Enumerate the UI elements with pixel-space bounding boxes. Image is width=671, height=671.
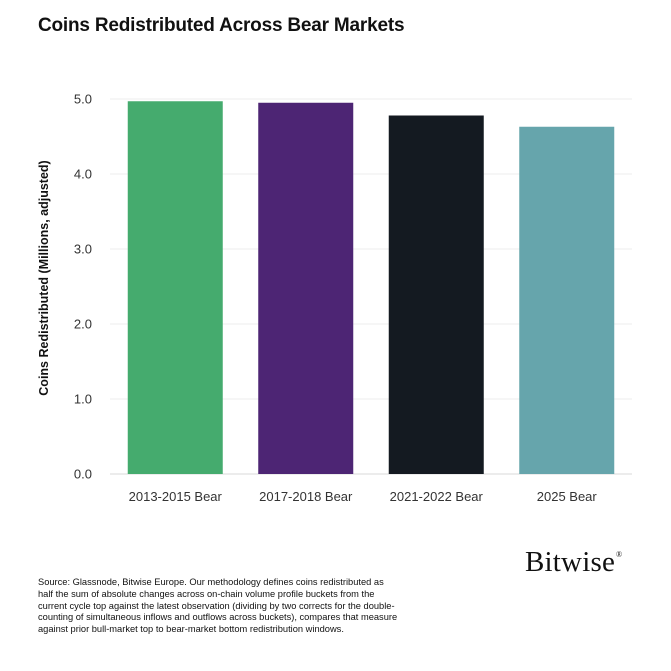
- bar-2025-bear: [519, 126, 615, 474]
- bar-chart: 0.0 1.0 2.0 3.0 4.0 5.0 2013-2015 Bear 2017-201…: [74, 92, 632, 504]
- bar-2017-2018-bear: [258, 102, 354, 474]
- y-tick-label: 2.0: [74, 317, 92, 332]
- bar-2021-2022-bear: [388, 115, 484, 474]
- y-tick-label: 4.0: [74, 167, 92, 182]
- registered-mark: ®: [616, 550, 623, 559]
- y-tick-label: 5.0: [74, 92, 92, 107]
- x-tick-label: 2025 Bear: [537, 489, 598, 504]
- y-tick-label: 0.0: [74, 467, 92, 482]
- logo-text: Bitwise: [525, 546, 616, 578]
- y-tick-label: 3.0: [74, 242, 92, 257]
- chart-title: Coins Redistributed Across Bear Markets: [38, 15, 405, 36]
- x-tick-label: 2017-2018 Bear: [259, 489, 353, 504]
- y-axis-label: Coins Redistributed (Millions, adjusted): [37, 160, 51, 396]
- x-tick-label: 2013-2015 Bear: [129, 489, 223, 504]
- source-footnote: Source: Glassnode, Bitwise Europe. Our m…: [38, 577, 398, 635]
- chart-area: 0.0 1.0 2.0 3.0 4.0 5.0 2013-2015 Bear 2017-201…: [37, 92, 632, 504]
- y-tick-label: 1.0: [74, 392, 92, 407]
- bitwise-logo: Bitwise®: [525, 546, 622, 579]
- bar-2013-2015-bear: [127, 101, 223, 474]
- x-tick-label: 2021-2022 Bear: [390, 489, 484, 504]
